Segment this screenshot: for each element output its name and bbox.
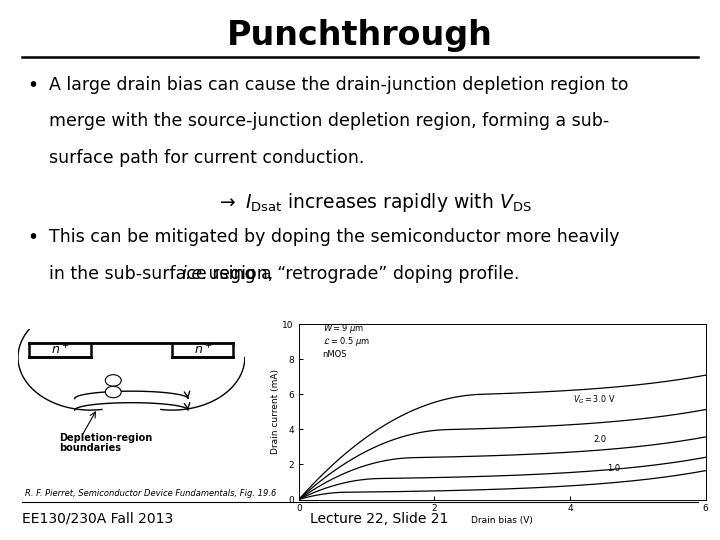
Text: •: •	[27, 228, 38, 247]
Text: Punchthrough: Punchthrough	[227, 19, 493, 52]
Text: merge with the source-junction depletion region, forming a sub-: merge with the source-junction depletion…	[49, 112, 609, 130]
Text: 2.0: 2.0	[594, 435, 607, 443]
Text: R. F. Pierret, Semiconductor Device Fundamentals, Fig. 19.6: R. F. Pierret, Semiconductor Device Fund…	[25, 489, 276, 498]
Text: in the sub-surface region,: in the sub-surface region,	[49, 265, 279, 283]
Text: Depletion-region: Depletion-region	[59, 434, 152, 443]
Circle shape	[105, 386, 121, 398]
Text: $\mathcal{L} = 0.5\ \mu\mathrm{m}$: $\mathcal{L} = 0.5\ \mu\mathrm{m}$	[323, 335, 369, 348]
Text: $V_G = 3.0\ \mathrm{V}$: $V_G = 3.0\ \mathrm{V}$	[573, 393, 616, 406]
Text: boundaries: boundaries	[59, 443, 121, 453]
X-axis label: Drain bias (V): Drain bias (V)	[472, 516, 533, 525]
Text: surface path for current conduction.: surface path for current conduction.	[49, 149, 364, 167]
Text: −: −	[108, 374, 119, 387]
Text: using a “retrograde” doping profile.: using a “retrograde” doping profile.	[203, 265, 519, 283]
Text: $n^+$: $n^+$	[50, 342, 69, 357]
Text: $n^+$: $n^+$	[194, 342, 212, 357]
Text: i.e.: i.e.	[181, 265, 208, 283]
Text: Lecture 22, Slide 21: Lecture 22, Slide 21	[310, 512, 448, 526]
Text: −: −	[108, 386, 119, 399]
Circle shape	[105, 375, 121, 386]
Text: $\rightarrow\ I_{\mathrm{Dsat}}$$\mathrm{\ increases\ rapidly\ with\ }$$V_{\math: $\rightarrow\ I_{\mathrm{Dsat}}$$\mathrm…	[216, 191, 532, 214]
Y-axis label: Drain current (mA): Drain current (mA)	[271, 369, 279, 454]
Text: A large drain bias can cause the drain-junction depletion region to: A large drain bias can cause the drain-j…	[49, 76, 629, 93]
Text: 1.0: 1.0	[607, 463, 621, 472]
Text: EE130/230A Fall 2013: EE130/230A Fall 2013	[22, 512, 173, 526]
Text: •: •	[27, 76, 38, 94]
Text: nMOS: nMOS	[323, 350, 347, 359]
Text: This can be mitigated by doping the semiconductor more heavily: This can be mitigated by doping the semi…	[49, 228, 619, 246]
Text: $W = 9\ \mu\mathrm{m}$: $W = 9\ \mu\mathrm{m}$	[323, 322, 364, 335]
